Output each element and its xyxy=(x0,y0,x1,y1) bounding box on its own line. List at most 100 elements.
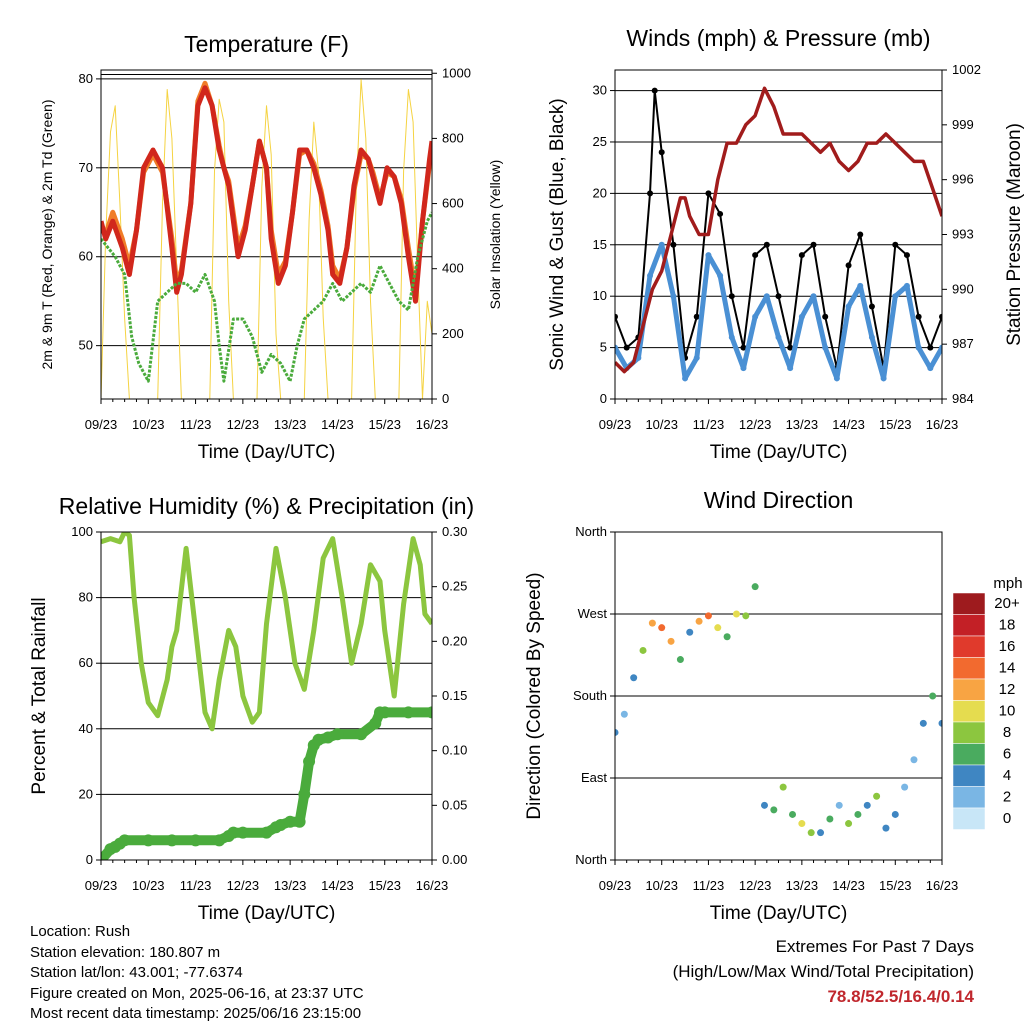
data-point-wind xyxy=(670,293,677,300)
colorbar-label: 16 xyxy=(999,638,1016,655)
y-tick-label: 70 xyxy=(79,160,93,175)
data-point-rainfall xyxy=(213,834,226,847)
data-point-wind xyxy=(728,334,735,341)
y-axis-label: Sonic Wind & Gust (Blue, Black) xyxy=(547,98,568,370)
colorbar-swatch xyxy=(952,592,986,615)
x-tick-label: 09/23 xyxy=(85,878,118,893)
data-point-gust xyxy=(615,313,618,320)
data-point-rainfall xyxy=(321,731,334,744)
x-tick-label: 11/23 xyxy=(180,417,212,432)
data-point-direction xyxy=(723,633,731,641)
data-point-gust xyxy=(810,241,817,248)
x-tick-label: 10/23 xyxy=(645,417,678,432)
data-point-wind xyxy=(845,303,852,310)
y-right-tick-label: 0.30 xyxy=(442,524,467,539)
colorbar-label: 8 xyxy=(1003,724,1011,741)
location-text: Location: Rush xyxy=(30,923,131,940)
x-axis-label: Time (Day/UTC) xyxy=(198,903,336,924)
x-tick-label: 12/23 xyxy=(739,878,772,893)
x-tick-label: 09/23 xyxy=(599,878,632,893)
data-point-direction xyxy=(807,829,815,837)
data-point-wind xyxy=(658,241,665,248)
data-point-rainfall xyxy=(369,717,382,730)
data-point-rainfall xyxy=(355,728,368,741)
y-tick-label: 40 xyxy=(79,721,93,736)
y-right-tick-label: 800 xyxy=(442,130,464,145)
y-axis-label: Percent & Total Rainfall xyxy=(29,597,50,794)
colorbar-swatch xyxy=(952,700,986,723)
data-point-rainfall xyxy=(142,834,155,847)
data-point-gust xyxy=(693,313,700,320)
x-tick-label: 16/23 xyxy=(416,417,449,432)
data-point-rainfall xyxy=(260,826,273,839)
y-tick-label: West xyxy=(578,606,608,621)
data-point-wind xyxy=(647,272,654,279)
y-axis-label: 2m & 9m T (Red, Orange) & 2m Td (Green) xyxy=(39,100,55,370)
y-tick-label: 10 xyxy=(593,288,607,303)
x-tick-label: 09/23 xyxy=(85,417,118,432)
y-right-tick-label: 996 xyxy=(952,172,974,187)
data-point-direction xyxy=(751,583,759,591)
extremes-subtitle: (High/Low/Max Wind/Total Precipitation) xyxy=(672,962,974,981)
colorbar-swatch xyxy=(952,807,986,830)
data-point-direction xyxy=(615,728,619,736)
data-point-gust xyxy=(647,190,654,197)
data-point-gust xyxy=(670,241,677,248)
x-tick-label: 12/23 xyxy=(227,417,260,432)
data-point-wind xyxy=(615,344,618,351)
data-point-gust xyxy=(787,344,794,351)
data-point-direction xyxy=(732,610,740,618)
data-point-gust xyxy=(857,231,864,238)
colorbar-swatch xyxy=(952,743,986,766)
y-tick-label: 15 xyxy=(593,237,607,252)
y-tick-label: 20 xyxy=(593,185,607,200)
data-point-wind xyxy=(810,293,817,300)
data-point-direction xyxy=(770,806,778,814)
data-point-direction xyxy=(882,824,890,832)
data-point-rainfall xyxy=(298,788,311,801)
data-point-gust xyxy=(651,87,658,94)
data-point-gust xyxy=(892,241,899,248)
data-point-gust xyxy=(763,241,770,248)
y-tick-label: 50 xyxy=(79,338,93,353)
data-point-gust xyxy=(717,210,724,217)
data-point-direction xyxy=(929,692,937,700)
y-right-tick-label: 400 xyxy=(442,261,464,276)
x-tick-label: 12/23 xyxy=(227,878,260,893)
x-tick-label: 10/23 xyxy=(645,878,678,893)
data-point-direction xyxy=(835,801,843,809)
colorbar-swatch xyxy=(952,657,986,680)
created-text: Figure created on Mon, 2025-06-16, at 23… xyxy=(30,984,364,1002)
x-tick-label: 16/23 xyxy=(416,878,449,893)
colorbar-swatch xyxy=(952,635,986,658)
y-tick-label: 20 xyxy=(79,786,93,801)
series-solar-insolation xyxy=(101,79,432,399)
data-point-wind xyxy=(775,334,782,341)
data-point-wind xyxy=(763,293,770,300)
data-point-wind xyxy=(693,354,700,361)
data-point-gust xyxy=(915,313,922,320)
data-point-wind xyxy=(915,344,922,351)
data-point-direction xyxy=(910,756,918,764)
data-point-gust xyxy=(752,252,759,259)
data-point-wind xyxy=(682,375,689,382)
x-axis-label: Time (Day/UTC) xyxy=(710,442,848,463)
x-axis-label: Time (Day/UTC) xyxy=(198,442,336,463)
x-tick-label: 11/23 xyxy=(693,417,725,432)
data-point-direction xyxy=(742,612,750,620)
extremes-title: Extremes For Past 7 Days xyxy=(775,937,974,956)
chart-title: Winds (mph) & Pressure (mb) xyxy=(626,25,930,51)
x-tick-label: 15/23 xyxy=(879,878,912,893)
y-right-tick-label: 999 xyxy=(952,117,974,132)
x-tick-label: 13/23 xyxy=(274,417,307,432)
data-point-gust xyxy=(705,190,712,197)
series-pressure xyxy=(615,86,942,374)
x-tick-label: 14/23 xyxy=(832,417,865,432)
chart-title: Temperature (F) xyxy=(184,31,349,57)
y-tick-label: 0 xyxy=(86,852,93,867)
data-point-direction xyxy=(639,646,647,654)
data-point-rainfall xyxy=(165,834,178,847)
y-tick-label: South xyxy=(573,688,607,703)
extremes-values: 78.8/52.5/16.4/0.14 xyxy=(827,987,974,1006)
data-point-rainfall xyxy=(101,854,107,860)
